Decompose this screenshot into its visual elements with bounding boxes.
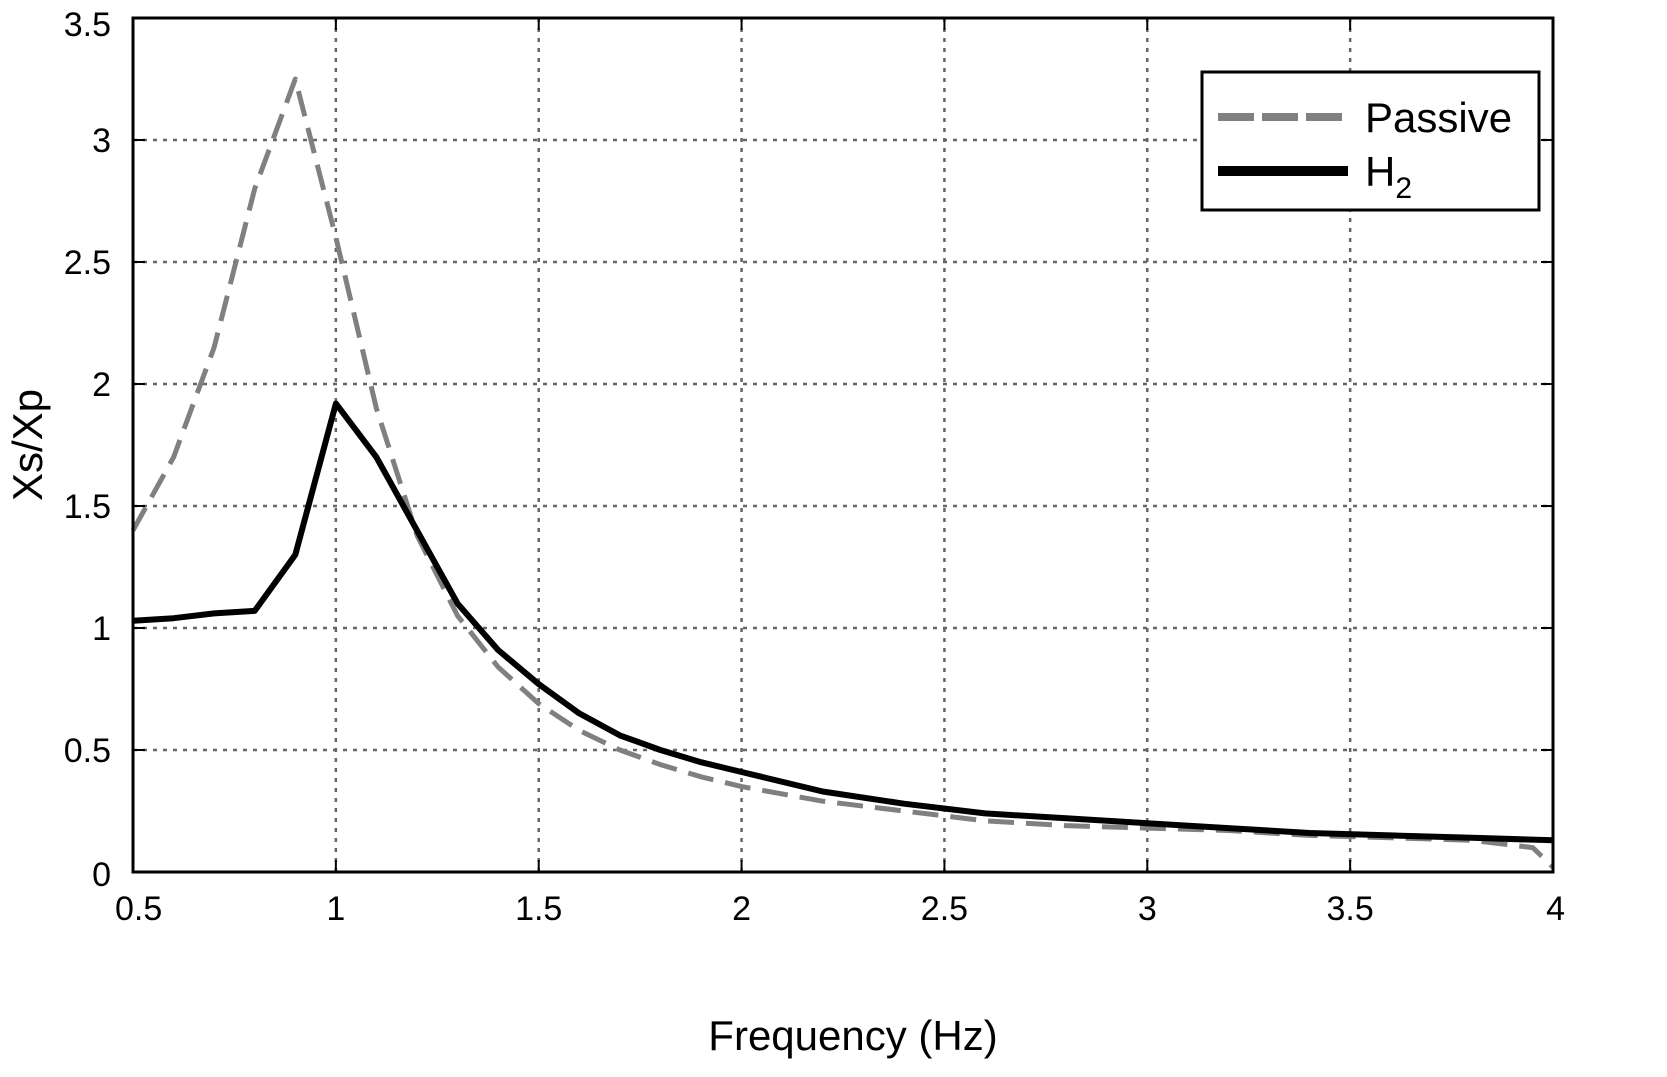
series-lines <box>130 76 1555 869</box>
x-tick-label: 3 <box>1138 890 1157 928</box>
legend-label-h2: H2 <box>1365 148 1412 205</box>
y-axis-ticks: 0 0.5 1 1.5 2 2.5 3 3.5 <box>64 6 1553 894</box>
legend-box <box>1200 70 1541 212</box>
x-tick-label: 3.5 <box>1327 890 1374 928</box>
y-tick-label: 0 <box>92 856 111 894</box>
x-tick-label: 0.5 <box>115 890 162 928</box>
y-tick-label: 2.5 <box>64 244 111 282</box>
y-tick-label: 2 <box>92 366 111 404</box>
legend-label-h2-subscript: 2 <box>1395 172 1412 205</box>
x-axis-label: Frequency (Hz) <box>708 1012 997 1059</box>
plot-frame <box>131 16 1555 874</box>
grid-lines <box>133 18 1553 872</box>
x-tick-label: 2.5 <box>921 890 968 928</box>
x-tick-label: 1 <box>326 890 345 928</box>
x-tick-label: 4 <box>1546 890 1565 928</box>
legend-label-h2-text: H <box>1365 148 1395 195</box>
x-tick-label: 2 <box>732 890 751 928</box>
y-tick-label: 3 <box>92 122 111 160</box>
x-tick-label: 1.5 <box>515 890 562 928</box>
y-tick-label: 1.5 <box>64 488 111 526</box>
legend-label-passive-text: Passive <box>1365 94 1512 141</box>
x-axis-ticks: 0.5 1 1.5 2 2.5 3 3.5 4 <box>115 18 1565 928</box>
series-line-h2 <box>132 400 1554 844</box>
y-axis-label: Xs/Xp <box>4 389 51 501</box>
y-tick-label: 0.5 <box>64 732 111 770</box>
y-tick-label: 1 <box>92 610 111 648</box>
y-tick-label: 3.5 <box>64 6 111 44</box>
legend-label-passive: Passive <box>1365 94 1512 141</box>
legend: Passive H2 <box>1200 70 1541 212</box>
series-line-passive <box>130 76 1555 869</box>
